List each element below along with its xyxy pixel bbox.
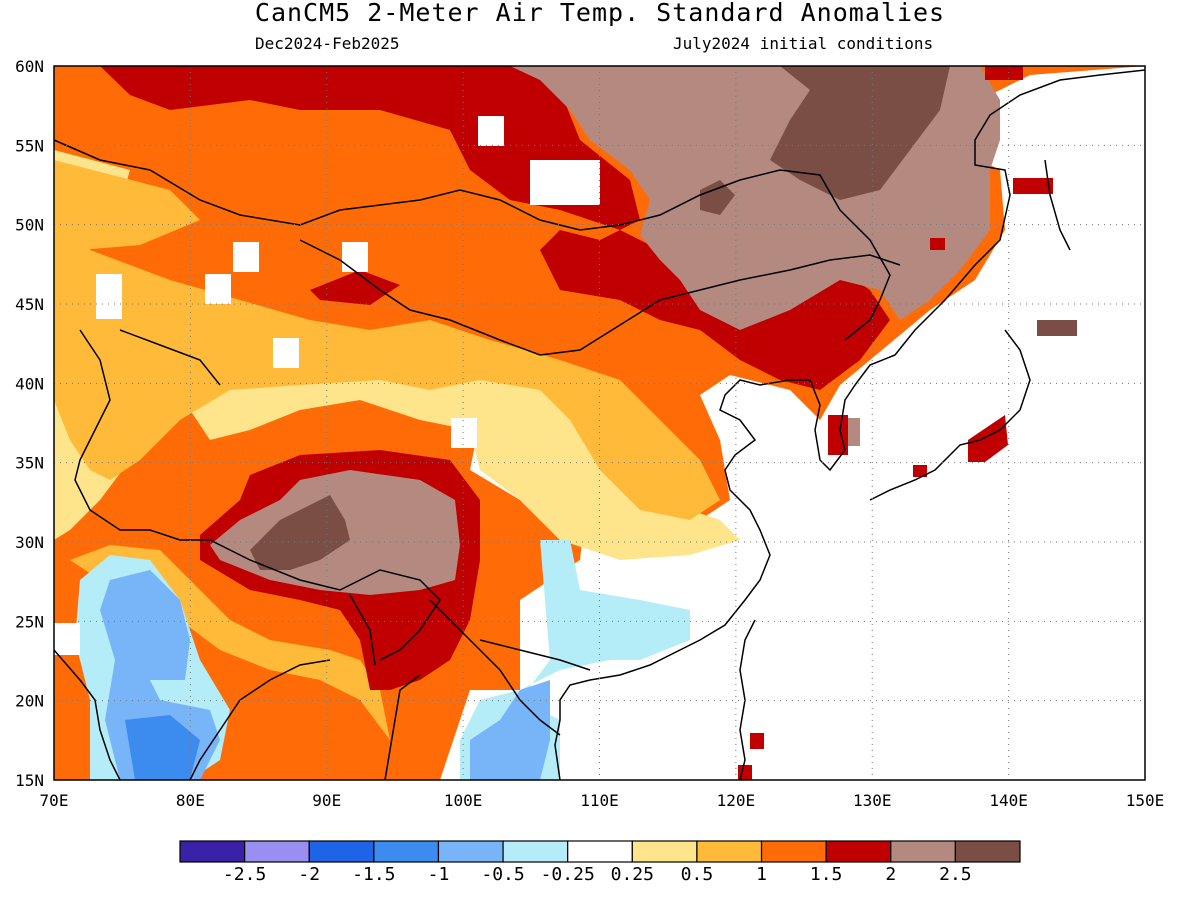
- anomaly-0.5-region-south: [70, 545, 390, 740]
- latitude-tick-label: 30N: [15, 533, 44, 552]
- longitude-tick-label: 150E: [1126, 791, 1165, 810]
- anomaly-0.5-region-north: [54, 160, 200, 250]
- longitude-tick-labels: 70E 80E 90E 100E 110E 120E 130E 140E 150E: [40, 791, 1165, 810]
- colorbar-swatch: [179, 840, 246, 863]
- longitude-tick-label: 110E: [580, 791, 619, 810]
- latitude-tick-label: 40N: [15, 374, 44, 393]
- map-title: CanCM5 2-Meter Air Temp. Standard Anomal…: [254, 0, 946, 27]
- coastlines: [54, 69, 1145, 780]
- colorbar-label: 2: [885, 864, 897, 885]
- colorbar-swatch: [308, 840, 375, 863]
- colorbar-swatch: [954, 840, 1021, 863]
- anomaly-1.5-region-mongolia: [310, 270, 400, 305]
- longitude-tick-label: 140E: [989, 791, 1028, 810]
- latitude-tick-label: 15N: [15, 771, 44, 790]
- anomaly-2.5-region-tibet: [250, 495, 350, 570]
- anomaly-2.5-region-north: [770, 66, 950, 200]
- colorbar-label: -0.25: [540, 864, 595, 885]
- hokkaido-east-patch: [1037, 320, 1077, 336]
- japan-anomaly-patch: [968, 415, 1008, 462]
- colorbar-swatch: [825, 840, 892, 863]
- anomaly-minus1.5-region: [125, 715, 200, 780]
- taiwan-patch: [750, 733, 764, 749]
- colorbar-label: -1: [427, 864, 450, 885]
- colorbar-label: 0.5: [680, 864, 714, 885]
- colorbar-label: -0.5: [481, 864, 525, 885]
- latitude-tick-label: 60N: [15, 57, 44, 76]
- latitude-tick-label: 35N: [15, 454, 44, 473]
- initial-conditions-subtitle: July2024 initial conditions: [673, 34, 934, 53]
- colorbar-swatch: [373, 840, 440, 863]
- colorbar-label: -2: [298, 864, 321, 885]
- longitude-tick-label: 100E: [444, 791, 483, 810]
- colorbar-swatch: [631, 840, 698, 863]
- colorbar-swatch: [502, 840, 569, 863]
- latitude-tick-labels: 15N 20N 25N 30N 35N 40N 45N 50N 55N 60N: [15, 57, 44, 790]
- colorbar-swatch: [890, 840, 956, 863]
- longitude-tick-label: 120E: [717, 791, 756, 810]
- latitude-tick-label: 45N: [15, 295, 44, 314]
- longitude-tick-label: 130E: [853, 791, 892, 810]
- colorbar-label: 0.25: [610, 864, 654, 885]
- longitude-tick-label: 90E: [312, 791, 341, 810]
- latitude-tick-label: 25N: [15, 612, 44, 631]
- colorbar-swatch: [696, 840, 763, 863]
- colorbar-swatch: [760, 840, 827, 863]
- latitude-tick-label: 50N: [15, 216, 44, 235]
- colorbar: [179, 840, 1021, 863]
- colorbar-swatch: [244, 840, 310, 863]
- season-subtitle: Dec2024-Feb2025: [255, 34, 400, 53]
- longitude-tick-label: 70E: [40, 791, 69, 810]
- anomaly-minus1-region-east: [470, 680, 550, 780]
- colorbar-label: 2.5: [939, 864, 972, 885]
- latitude-tick-label: 55N: [15, 136, 44, 155]
- colorbar-label: 1.5: [809, 864, 843, 885]
- anomaly-1.5-region-north: [100, 66, 890, 390]
- anomaly-0.5-region: [54, 160, 720, 520]
- north-edge-patch: [985, 66, 1023, 80]
- colorbar-swatch: [567, 840, 633, 863]
- colorbar-label: -2.5: [222, 864, 267, 885]
- anomaly-2.5-region-patch: [700, 180, 735, 215]
- japan-south-patch: [913, 465, 927, 477]
- colorbar-label: -1.5: [352, 864, 396, 885]
- korea-anomaly-patch-2: [848, 418, 860, 446]
- colorbar-label: 1: [756, 864, 767, 885]
- map-frame: [53, 65, 1146, 781]
- colorbar-swatch: [437, 840, 504, 863]
- longitude-tick-label: 80E: [176, 791, 205, 810]
- grid-lines: [54, 66, 1145, 780]
- coast-patch: [930, 238, 945, 250]
- sakhalin-patch: [1013, 178, 1053, 194]
- latitude-tick-label: 20N: [15, 692, 44, 711]
